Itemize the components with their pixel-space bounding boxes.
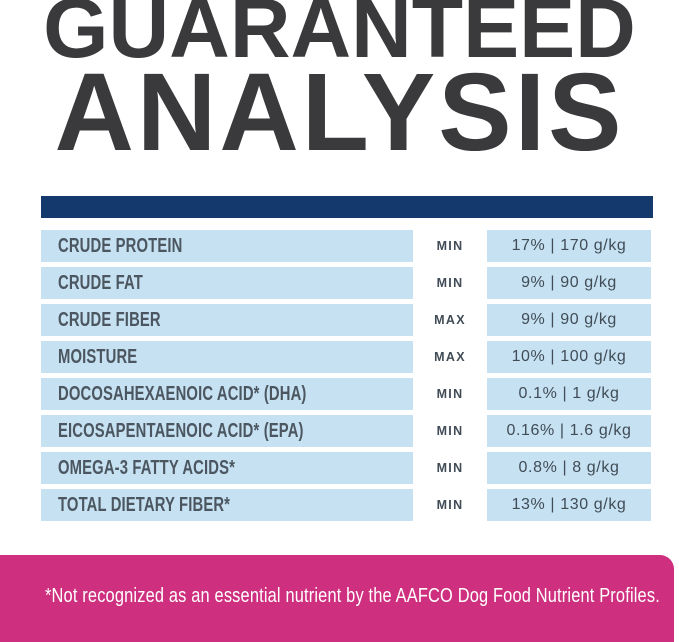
value-text: 17% | 170 g/kg <box>511 237 627 254</box>
nutrient-label-cell: EICOSAPENTAENOIC ACID* (EPA) <box>41 415 413 447</box>
basis-text: MAX <box>434 350 466 364</box>
table-row: OMEGA-3 FATTY ACIDS* MIN 0.8% | 8 g/kg <box>41 452 651 484</box>
basis-cell: MIN <box>413 415 487 447</box>
basis-cell: MAX <box>413 341 487 373</box>
basis-text: MIN <box>436 276 464 290</box>
footnote-text: *Not recognized as an essential nutrient… <box>45 584 660 607</box>
page-title-line2: ANALYSIS <box>54 51 625 174</box>
page-title-line1: GUARANTEED <box>43 0 636 75</box>
nutrient-label-cell: CRUDE PROTEIN <box>41 230 413 262</box>
value-text: 9% | 90 g/kg <box>521 274 617 291</box>
value-cell: 10% | 100 g/kg <box>487 341 651 373</box>
basis-cell: MIN <box>413 378 487 410</box>
basis-cell: MIN <box>413 267 487 299</box>
nutrient-label-cell: DOCOSAHEXAENOIC ACID* (DHA) <box>41 378 413 410</box>
nutrient-label: CRUDE FIBER <box>58 308 161 331</box>
value-text: 0.1% | 1 g/kg <box>518 385 620 402</box>
basis-text: MIN <box>436 387 464 401</box>
divider-bar <box>41 196 653 218</box>
value-cell: 9% | 90 g/kg <box>487 304 651 336</box>
basis-text: MIN <box>436 424 464 438</box>
nutrient-label-cell: MOISTURE <box>41 341 413 373</box>
basis-cell: MAX <box>413 304 487 336</box>
footnote-bar: *Not recognized as an essential nutrient… <box>0 555 674 642</box>
value-text: 10% | 100 g/kg <box>511 348 627 365</box>
table-row: CRUDE PROTEIN MIN 17% | 170 g/kg <box>41 230 651 262</box>
value-cell: 13% | 130 g/kg <box>487 489 651 521</box>
value-text: 9% | 90 g/kg <box>521 311 617 328</box>
value-text: 0.16% | 1.6 g/kg <box>506 422 632 439</box>
table-row: TOTAL DIETARY FIBER* MIN 13% | 130 g/kg <box>41 489 651 521</box>
nutrient-label: OMEGA-3 FATTY ACIDS* <box>58 456 236 479</box>
basis-text: MIN <box>436 461 464 475</box>
value-cell: 9% | 90 g/kg <box>487 267 651 299</box>
basis-text: MIN <box>436 498 464 512</box>
table-row: MOISTURE MAX 10% | 100 g/kg <box>41 341 651 373</box>
basis-cell: MIN <box>413 489 487 521</box>
nutrient-label-cell: CRUDE FAT <box>41 267 413 299</box>
value-cell: 17% | 170 g/kg <box>487 230 651 262</box>
table-row: DOCOSAHEXAENOIC ACID* (DHA) MIN 0.1% | 1… <box>41 378 651 410</box>
table-row: CRUDE FIBER MAX 9% | 90 g/kg <box>41 304 651 336</box>
basis-cell: MIN <box>413 230 487 262</box>
value-cell: 0.16% | 1.6 g/kg <box>487 415 651 447</box>
nutrient-label: CRUDE PROTEIN <box>58 234 183 257</box>
basis-text: MIN <box>436 239 464 253</box>
table-row: CRUDE FAT MIN 9% | 90 g/kg <box>41 267 651 299</box>
value-text: 13% | 130 g/kg <box>511 496 627 513</box>
value-cell: 0.1% | 1 g/kg <box>487 378 651 410</box>
nutrient-label: MOISTURE <box>58 345 138 368</box>
analysis-table: CRUDE PROTEIN MIN 17% | 170 g/kg CRUDE F… <box>41 230 651 526</box>
value-cell: 0.8% | 8 g/kg <box>487 452 651 484</box>
nutrient-label-cell: CRUDE FIBER <box>41 304 413 336</box>
basis-cell: MIN <box>413 452 487 484</box>
basis-text: MAX <box>434 313 466 327</box>
value-text: 0.8% | 8 g/kg <box>518 459 620 476</box>
table-row: EICOSAPENTAENOIC ACID* (EPA) MIN 0.16% |… <box>41 415 651 447</box>
nutrient-label: TOTAL DIETARY FIBER* <box>58 493 231 516</box>
nutrient-label-cell: OMEGA-3 FATTY ACIDS* <box>41 452 413 484</box>
nutrient-label: DOCOSAHEXAENOIC ACID* (DHA) <box>58 382 307 405</box>
nutrient-label-cell: TOTAL DIETARY FIBER* <box>41 489 413 521</box>
nutrient-label: CRUDE FAT <box>58 271 143 294</box>
nutrient-label: EICOSAPENTAENOIC ACID* (EPA) <box>58 419 304 442</box>
